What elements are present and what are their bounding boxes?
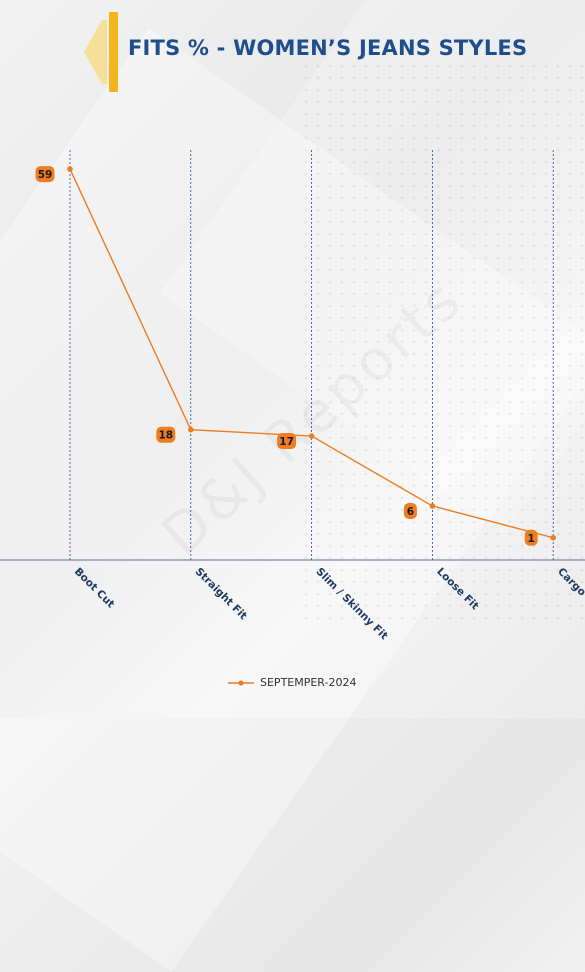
x-tick-label: Cargo — [555, 566, 585, 599]
data-point — [67, 166, 73, 172]
data-point — [429, 503, 436, 509]
data-label: 1 — [524, 529, 538, 546]
svg-text:17: 17 — [279, 436, 294, 448]
x-tick-label: Loose Fit — [434, 566, 481, 613]
legend-line-icon — [228, 679, 254, 686]
svg-text:6: 6 — [407, 506, 414, 518]
data-label: 18 — [156, 426, 176, 443]
line-chart: 59 18 17 6 1 Boot Cut Straight Fit Slim / Skin… — [0, 150, 585, 643]
data-label: 59 — [35, 166, 55, 183]
data-point — [308, 433, 315, 439]
legend-label: SEPTEMPER-2024 — [260, 676, 357, 689]
x-tick-label: Boot Cut — [72, 566, 117, 611]
svg-text:18: 18 — [158, 430, 173, 442]
data-point — [550, 534, 556, 541]
header: FITS % - WOMEN’S JEANS STYLES — [80, 6, 580, 92]
x-tick-label: Slim / Skinny Fit — [313, 566, 390, 643]
data-label: 6 — [403, 502, 417, 519]
data-point — [188, 426, 194, 433]
page-title: FITS % - WOMEN’S JEANS STYLES — [128, 36, 528, 60]
data-label: 17 — [277, 433, 297, 450]
svg-text:1: 1 — [528, 533, 535, 545]
x-tick-label: Straight Fit — [193, 566, 250, 623]
header-accent-icon — [84, 12, 118, 92]
legend: SEPTEMPER-2024 — [228, 676, 356, 689]
svg-text:59: 59 — [38, 169, 53, 181]
